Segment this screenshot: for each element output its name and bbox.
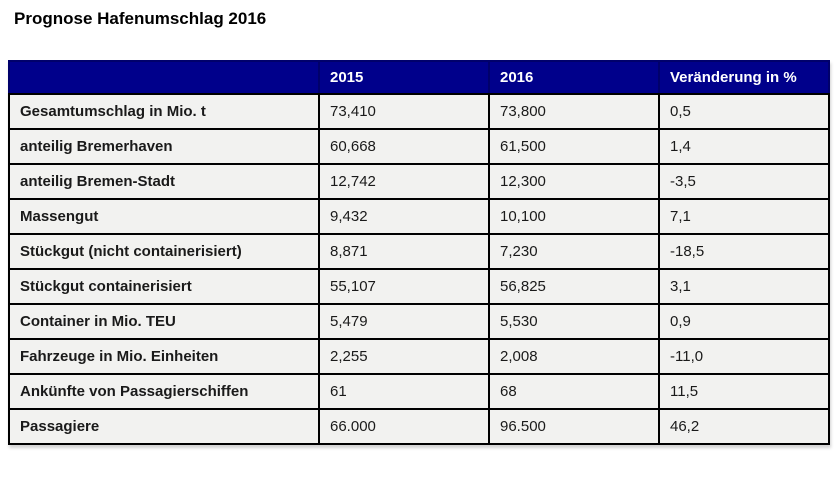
table-row: anteilig Bremen-Stadt 12,742 12,300 -3,5 bbox=[8, 163, 830, 200]
value-2016: 7,230 bbox=[488, 233, 660, 270]
header-cell-metric bbox=[8, 60, 320, 95]
value-change: 46,2 bbox=[658, 408, 830, 445]
value-2015: 55,107 bbox=[318, 268, 490, 305]
value-2016: 68 bbox=[488, 373, 660, 410]
forecast-table: 2015 2016 Veränderung in % Gesamtumschla… bbox=[8, 60, 830, 445]
row-label: Massengut bbox=[8, 198, 320, 235]
table-row: Fahrzeuge in Mio. Einheiten 2,255 2,008 … bbox=[8, 338, 830, 375]
value-2016: 73,800 bbox=[488, 93, 660, 130]
value-2015: 73,410 bbox=[318, 93, 490, 130]
table-row: Gesamtumschlag in Mio. t 73,410 73,800 0… bbox=[8, 93, 830, 130]
value-2015: 8,871 bbox=[318, 233, 490, 270]
value-change: 0,5 bbox=[658, 93, 830, 130]
row-label: Passagiere bbox=[8, 408, 320, 445]
row-label: Container in Mio. TEU bbox=[8, 303, 320, 340]
table-row: anteilig Bremerhaven 60,668 61,500 1,4 bbox=[8, 128, 830, 165]
value-2016: 56,825 bbox=[488, 268, 660, 305]
row-label: anteilig Bremerhaven bbox=[8, 128, 320, 165]
value-change: 11,5 bbox=[658, 373, 830, 410]
page-title: Prognose Hafenumschlag 2016 bbox=[14, 9, 267, 28]
table-body: Gesamtumschlag in Mio. t 73,410 73,800 0… bbox=[8, 93, 830, 445]
value-2015: 60,668 bbox=[318, 128, 490, 165]
table-row: Stückgut (nicht containerisiert) 8,871 7… bbox=[8, 233, 830, 270]
value-change: -18,5 bbox=[658, 233, 830, 270]
header-cell-change: Veränderung in % bbox=[658, 60, 830, 95]
table-row: Ankünfte von Passagierschiffen 61 68 11,… bbox=[8, 373, 830, 410]
value-2016: 61,500 bbox=[488, 128, 660, 165]
table-row: Passagiere 66.000 96.500 46,2 bbox=[8, 408, 830, 445]
table-row: Stückgut containerisiert 55,107 56,825 3… bbox=[8, 268, 830, 305]
value-2016: 12,300 bbox=[488, 163, 660, 200]
value-2015: 2,255 bbox=[318, 338, 490, 375]
value-change: -11,0 bbox=[658, 338, 830, 375]
value-2015: 9,432 bbox=[318, 198, 490, 235]
header-cell-2015: 2015 bbox=[318, 60, 490, 95]
value-2016: 2,008 bbox=[488, 338, 660, 375]
table-row: Container in Mio. TEU 5,479 5,530 0,9 bbox=[8, 303, 830, 340]
value-change: 0,9 bbox=[658, 303, 830, 340]
value-change: 1,4 bbox=[658, 128, 830, 165]
value-2015: 12,742 bbox=[318, 163, 490, 200]
value-2016: 10,100 bbox=[488, 198, 660, 235]
value-change: 3,1 bbox=[658, 268, 830, 305]
value-2016: 96.500 bbox=[488, 408, 660, 445]
header-row: 2015 2016 Veränderung in % bbox=[8, 60, 830, 95]
value-change: 7,1 bbox=[658, 198, 830, 235]
value-2015: 5,479 bbox=[318, 303, 490, 340]
value-2015: 61 bbox=[318, 373, 490, 410]
row-label: Stückgut (nicht containerisiert) bbox=[8, 233, 320, 270]
row-label: Gesamtumschlag in Mio. t bbox=[8, 93, 320, 130]
row-label: Stückgut containerisiert bbox=[8, 268, 320, 305]
table-row: Massengut 9,432 10,100 7,1 bbox=[8, 198, 830, 235]
value-change: -3,5 bbox=[658, 163, 830, 200]
value-2016: 5,530 bbox=[488, 303, 660, 340]
row-label: anteilig Bremen-Stadt bbox=[8, 163, 320, 200]
row-label: Ankünfte von Passagierschiffen bbox=[8, 373, 320, 410]
header-cell-2016: 2016 bbox=[488, 60, 660, 95]
table-header: 2015 2016 Veränderung in % bbox=[8, 60, 830, 95]
row-label: Fahrzeuge in Mio. Einheiten bbox=[8, 338, 320, 375]
value-2015: 66.000 bbox=[318, 408, 490, 445]
